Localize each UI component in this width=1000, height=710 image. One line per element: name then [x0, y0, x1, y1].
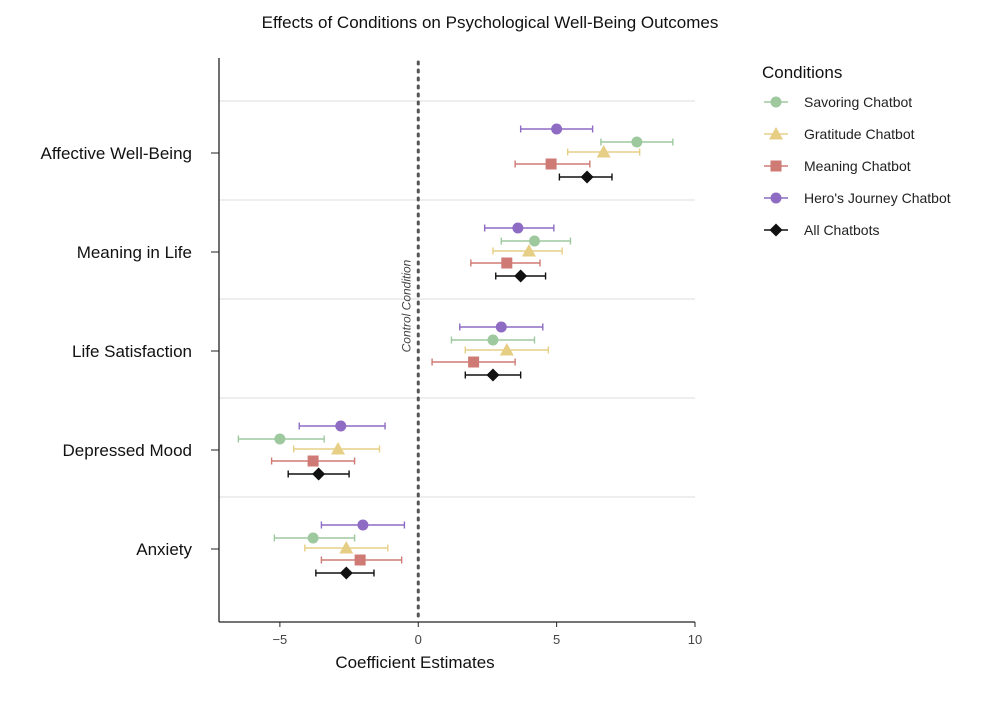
point-group-all-chatbots	[558, 170, 613, 184]
legend-item-gratitude-chatbot: Gratitude Chatbot	[764, 126, 915, 142]
category-label: Anxiety	[136, 540, 192, 559]
point-savoring-chatbot	[487, 334, 499, 346]
point-group-gratitude-chatbot	[293, 442, 381, 455]
legend-marker	[770, 192, 782, 204]
point-all-chatbots	[486, 368, 500, 382]
category-label: Affective Well-Being	[41, 144, 193, 163]
x-tick-label: −5	[272, 632, 287, 647]
point-group-hero-s-journey-chatbot	[459, 321, 544, 333]
point-meaning-chatbot	[307, 455, 319, 467]
legend: Conditions Savoring Chatbot Gratitude Chat…	[762, 63, 951, 238]
legend-item-hero-s-journey-chatbot: Hero's Journey Chatbot	[764, 190, 951, 206]
point-group-meaning-chatbot	[431, 356, 516, 368]
legend-marker	[770, 160, 782, 172]
point-meaning-chatbot	[545, 158, 557, 170]
legend-item-all-chatbots: All Chatbots	[764, 222, 879, 238]
legend-marker	[769, 223, 783, 237]
chart-title: Effects of Conditions on Psychological W…	[262, 13, 719, 32]
point-group-gratitude-chatbot	[304, 541, 389, 554]
legend-marker	[770, 96, 782, 108]
point-gratitude-chatbot	[339, 541, 354, 554]
point-group-savoring-chatbot	[273, 532, 356, 544]
point-savoring-chatbot	[307, 532, 319, 544]
legend-label: Hero's Journey Chatbot	[804, 190, 951, 206]
point-group-all-chatbots	[495, 269, 547, 283]
point-group-meaning-chatbot	[270, 455, 356, 467]
point-savoring-chatbot	[274, 433, 286, 445]
point-hero-s-journey-chatbot	[495, 321, 507, 333]
point-group-savoring-chatbot	[237, 433, 325, 445]
point-hero-s-journey-chatbot	[357, 519, 369, 531]
point-group-gratitude-chatbot	[566, 145, 641, 158]
data-marks	[237, 123, 674, 580]
category-label: Life Satisfaction	[72, 342, 192, 361]
point-group-hero-s-journey-chatbot	[483, 222, 555, 234]
category-label: Meaning in Life	[77, 243, 192, 262]
point-meaning-chatbot	[354, 554, 366, 566]
x-tick-label: 0	[415, 632, 422, 647]
point-meaning-chatbot	[468, 356, 480, 368]
legend-label: Savoring Chatbot	[804, 94, 912, 110]
legend-item-savoring-chatbot: Savoring Chatbot	[764, 94, 912, 110]
point-group-all-chatbots	[464, 368, 522, 382]
point-all-chatbots	[312, 467, 326, 481]
legend-label: All Chatbots	[804, 222, 879, 238]
point-group-meaning-chatbot	[514, 158, 591, 170]
legend-label: Meaning Chatbot	[804, 158, 911, 174]
point-hero-s-journey-chatbot	[335, 420, 347, 432]
point-group-gratitude-chatbot	[492, 244, 563, 257]
point-all-chatbots	[514, 269, 528, 283]
point-all-chatbots	[339, 566, 353, 580]
point-group-meaning-chatbot	[470, 257, 541, 269]
control-line-label: Control Condition	[399, 259, 413, 352]
axes: −5 0 5 10 Affective Well-Being Meaning in Lif…	[41, 58, 702, 647]
point-group-hero-s-journey-chatbot	[519, 123, 594, 135]
point-group-all-chatbots	[315, 566, 375, 580]
legend-item-meaning-chatbot: Meaning Chatbot	[764, 158, 911, 174]
x-tick-label: 5	[553, 632, 560, 647]
point-meaning-chatbot	[501, 257, 513, 269]
point-gratitude-chatbot	[499, 343, 514, 356]
point-savoring-chatbot	[631, 136, 643, 148]
control-reference-line: Control Condition	[399, 60, 420, 624]
point-group-savoring-chatbot	[500, 235, 572, 247]
point-group-savoring-chatbot	[600, 136, 674, 148]
point-all-chatbots	[580, 170, 594, 184]
point-hero-s-journey-chatbot	[512, 222, 524, 234]
point-group-all-chatbots	[287, 467, 350, 481]
legend-marker	[769, 127, 783, 140]
point-gratitude-chatbot	[596, 145, 611, 158]
point-group-meaning-chatbot	[320, 554, 403, 566]
point-group-savoring-chatbot	[450, 334, 536, 346]
x-tick-label: 10	[688, 632, 702, 647]
point-gratitude-chatbot	[521, 244, 536, 257]
category-gridlines	[219, 100, 695, 498]
point-hero-s-journey-chatbot	[551, 123, 563, 135]
point-group-gratitude-chatbot	[464, 343, 550, 356]
legend-label: Gratitude Chatbot	[804, 126, 915, 142]
point-gratitude-chatbot	[331, 442, 345, 455]
category-label: Depressed Mood	[63, 441, 192, 460]
point-group-hero-s-journey-chatbot	[298, 420, 386, 432]
point-savoring-chatbot	[528, 235, 540, 247]
legend-title: Conditions	[762, 63, 842, 82]
x-axis-title: Coefficient Estimates	[335, 653, 494, 672]
point-group-hero-s-journey-chatbot	[320, 519, 406, 531]
